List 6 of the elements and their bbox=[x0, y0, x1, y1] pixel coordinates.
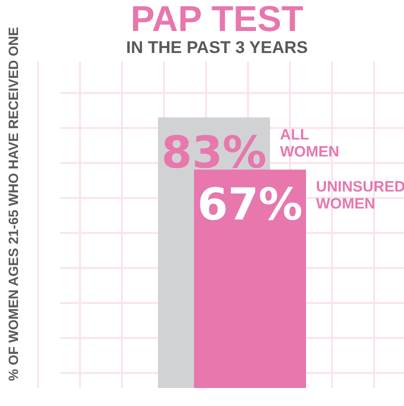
data-label: 67% bbox=[197, 180, 303, 231]
data-label: 83% bbox=[161, 127, 267, 178]
series-label: ALL WOMEN bbox=[280, 126, 340, 160]
chart-subtitle: IN THE PAST 3 YEARS bbox=[125, 38, 309, 58]
chart-title: PAP TEST bbox=[130, 0, 304, 39]
y-axis-title: % OF WOMEN AGES 21-65 WHO HAVE RECEIVED ONE bbox=[5, 26, 22, 384]
